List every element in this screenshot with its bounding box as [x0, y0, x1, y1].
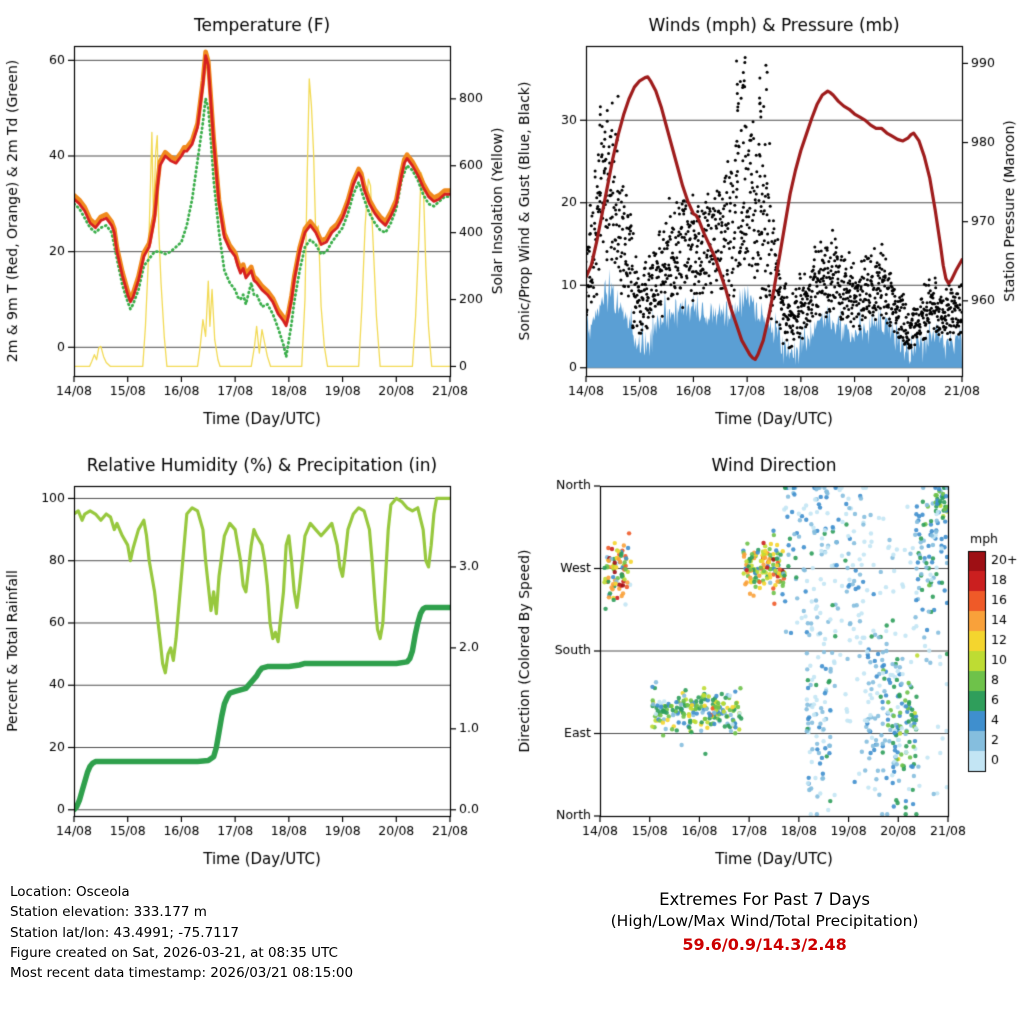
- extremes-values: 59.6/0.9/14.3/2.48: [682, 935, 847, 954]
- panel-humidity-precip: [0, 440, 512, 880]
- wind-direction-chart: [512, 440, 1024, 880]
- station-info-line: Figure created on Sat, 2026-03-21, at 08…: [10, 944, 338, 961]
- station-info-line: Most recent data timestamp: 2026/03/21 0…: [10, 965, 354, 981]
- winds-pressure-chart: [512, 0, 1024, 440]
- extremes-subtitle: (High/Low/Max Wind/Total Precipitation): [610, 912, 919, 930]
- panel-winds-pressure: [512, 0, 1024, 440]
- station-info-line: Station elevation: 333.177 m: [10, 904, 207, 921]
- panel-temperature: [0, 0, 512, 440]
- footer: Location: Osceola Station elevation: 333…: [0, 880, 1024, 1024]
- station-info-line: Location: Osceola: [10, 884, 130, 900]
- humidity-precip-chart: [0, 440, 512, 880]
- chart-grid: [0, 0, 1024, 880]
- temperature-chart: [0, 0, 512, 440]
- station-info-line: Station lat/lon: 43.4991; -75.7117: [10, 924, 239, 941]
- panel-wind-direction: [512, 440, 1024, 880]
- extremes-title: Extremes For Past 7 Days: [659, 890, 870, 909]
- extremes-block: Extremes For Past 7 Days (High/Low/Max W…: [505, 880, 1024, 1024]
- station-info: Location: Osceola Station elevation: 333…: [0, 880, 505, 1024]
